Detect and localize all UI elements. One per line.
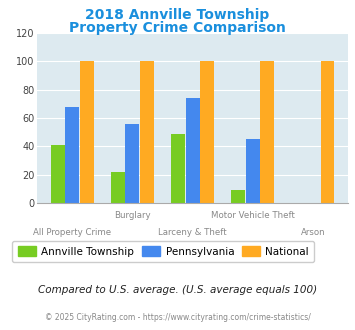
- Text: Motor Vehicle Theft: Motor Vehicle Theft: [211, 211, 295, 220]
- Text: 2018 Annville Township: 2018 Annville Township: [85, 8, 270, 22]
- Text: Arson: Arson: [301, 228, 325, 237]
- Text: All Property Crime: All Property Crime: [33, 228, 111, 237]
- Bar: [321, 61, 334, 203]
- Bar: [65, 107, 79, 203]
- Bar: [186, 98, 200, 203]
- Bar: [231, 190, 245, 203]
- Bar: [246, 139, 260, 203]
- Bar: [125, 124, 139, 203]
- Bar: [80, 61, 94, 203]
- Bar: [171, 134, 185, 203]
- Legend: Annville Township, Pennsylvania, National: Annville Township, Pennsylvania, Nationa…: [12, 241, 314, 262]
- Text: Property Crime Comparison: Property Crime Comparison: [69, 21, 286, 35]
- Bar: [111, 172, 125, 203]
- Text: Larceny & Theft: Larceny & Theft: [158, 228, 227, 237]
- Text: © 2025 CityRating.com - https://www.cityrating.com/crime-statistics/: © 2025 CityRating.com - https://www.city…: [45, 313, 310, 322]
- Bar: [140, 61, 154, 203]
- Bar: [51, 145, 65, 203]
- Text: Compared to U.S. average. (U.S. average equals 100): Compared to U.S. average. (U.S. average …: [38, 285, 317, 295]
- Bar: [260, 61, 274, 203]
- Bar: [200, 61, 214, 203]
- Text: Burglary: Burglary: [114, 211, 151, 220]
